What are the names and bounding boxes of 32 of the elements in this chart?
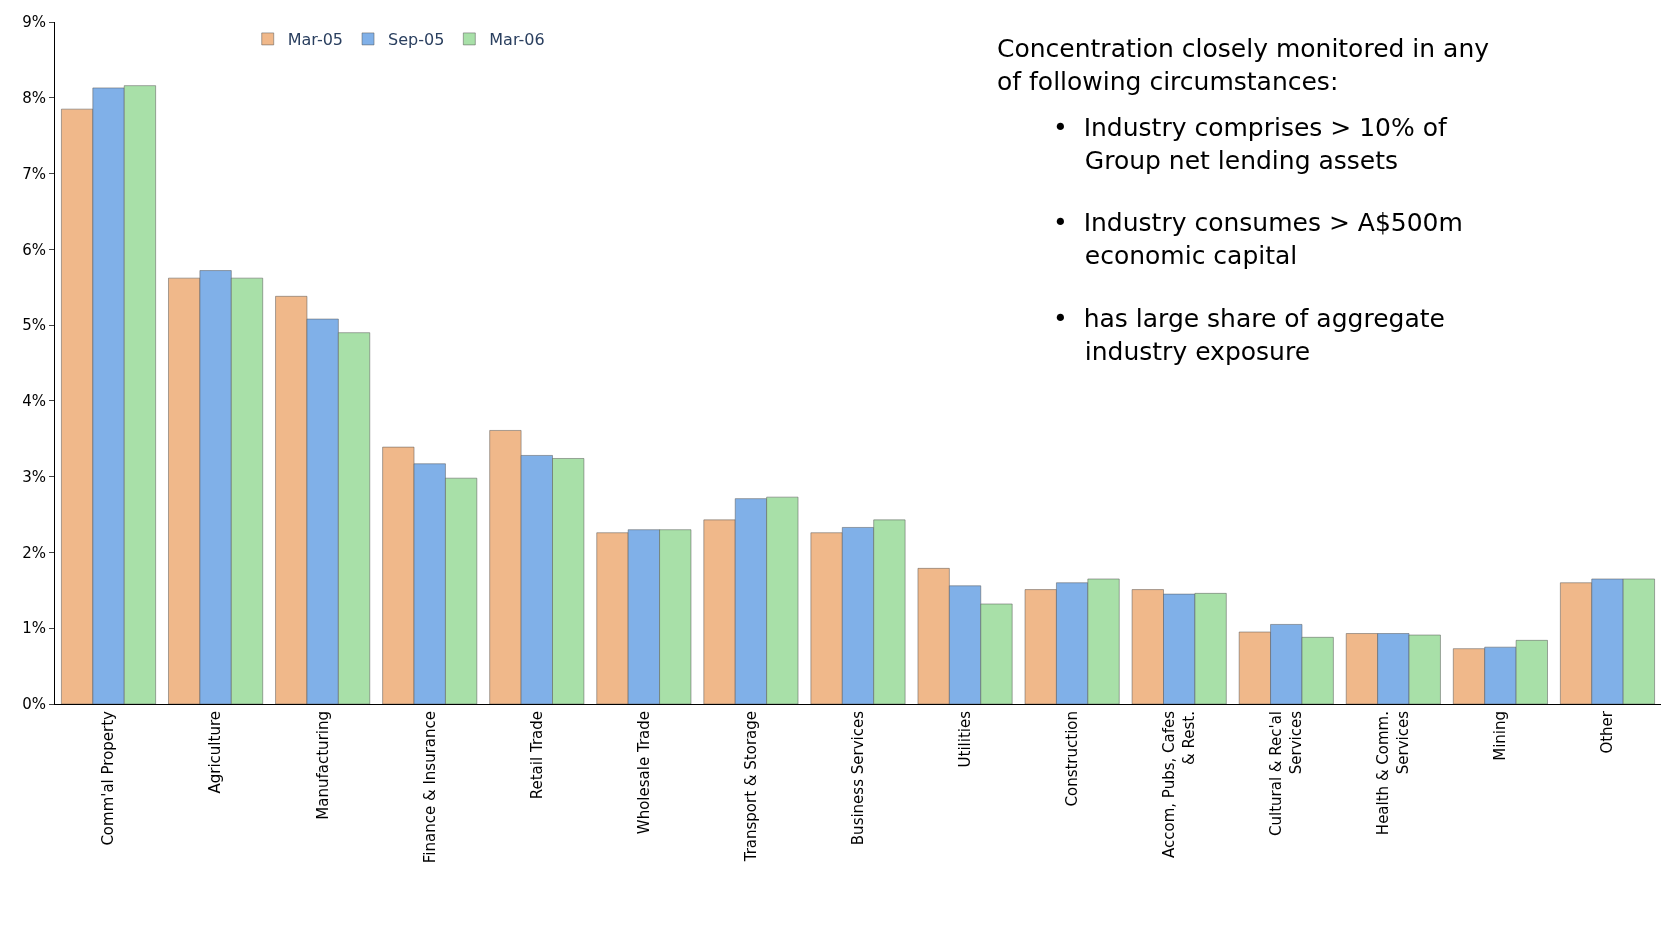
x-tick-label: Cultural & Rec'al Services	[1267, 710, 1305, 837]
x-tick-label: Agriculture	[206, 711, 225, 794]
x-tick-label: Wholesale Trade	[634, 711, 653, 835]
x-tick-label: Transport & Storage	[741, 711, 760, 863]
y-tick-label: 2%	[22, 543, 46, 562]
y-tick-label: 6%	[22, 240, 46, 259]
y-tick-label: 9%	[22, 13, 46, 32]
y-tick-label: 1%	[22, 619, 46, 638]
legend-label: Sep-05	[388, 30, 445, 50]
x-tick-label: Utilities	[955, 710, 974, 768]
x-tick-label: Comm'al Property	[99, 710, 118, 846]
x-tick-label: Accom, Pubs, Cafes & Rest.	[1160, 710, 1198, 858]
y-tick-label: 3%	[22, 467, 46, 486]
x-tick-label: Finance & Insurance	[420, 711, 439, 864]
legend-label: Mar-06	[489, 30, 545, 50]
x-tick-label: Mining	[1491, 711, 1510, 761]
annotation: • Industry consumes > A$500m economic capital	[1053, 208, 1463, 270]
y-tick-label: 0%	[22, 695, 46, 714]
y-tick-label: 7%	[22, 164, 46, 183]
x-tick-label: Health & Comm. Services	[1374, 710, 1412, 836]
x-tick-label: Retail Trade	[527, 711, 546, 800]
annotation: • Industry comprises > 10% of Group net lending assets	[1053, 113, 1448, 175]
x-tick-label: Manufacturing	[313, 711, 332, 820]
annotation: • has large share of aggregate industry exposure	[1053, 304, 1445, 366]
x-tick-label: Other	[1598, 710, 1617, 754]
x-tick-label: Construction	[1063, 711, 1082, 807]
y-tick-label: 4%	[22, 392, 46, 411]
y-tick-label: 8%	[22, 89, 46, 108]
annotation: Concentration closely monitored in any of following circumstances:	[997, 34, 1490, 96]
legend-label: Mar-05	[287, 30, 344, 50]
x-tick-label: Business Services	[848, 710, 867, 846]
y-tick-label: 5%	[22, 316, 46, 335]
